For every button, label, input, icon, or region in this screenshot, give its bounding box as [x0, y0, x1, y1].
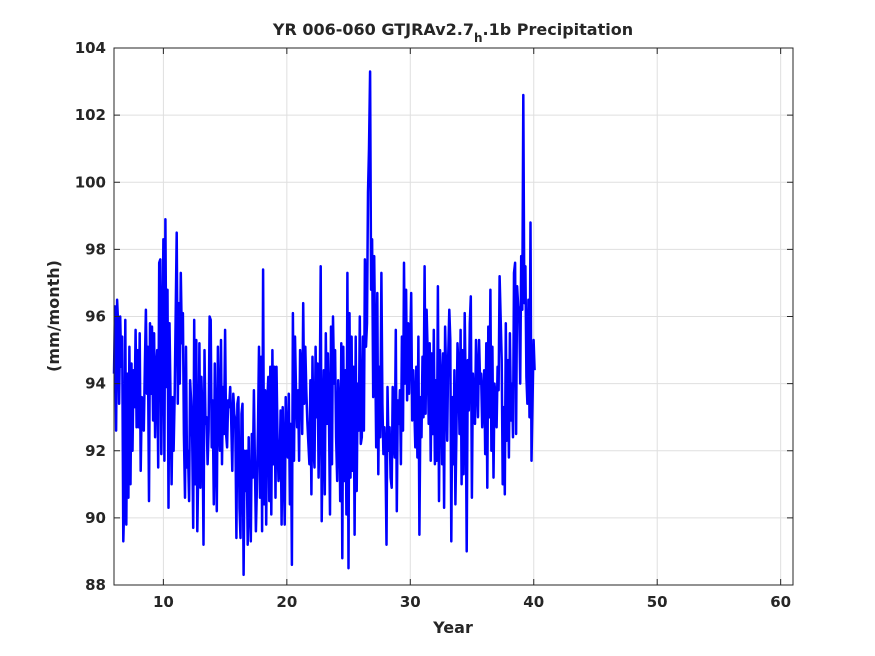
x-tick-label: 60: [770, 593, 791, 611]
chart-title: YR 006-060 GTJRAv2.7h.1b Precipitation: [272, 20, 633, 45]
x-tick-label: 10: [153, 593, 174, 611]
x-tick-label: 40: [523, 593, 544, 611]
x-tick-label: 50: [647, 593, 668, 611]
y-tick-label: 98: [85, 240, 106, 258]
y-axis-ticks: 88 90 92 94 96 98 100 102 104: [75, 39, 793, 594]
x-axis-label: Year: [432, 618, 473, 637]
series-line: [112, 70, 536, 577]
title-main: YR 006-060 GTJRAv2.7: [272, 20, 474, 39]
x-tick-label: 30: [400, 593, 421, 611]
grid-lines: [114, 47, 793, 586]
x-axis-ticks: 10 20 30 40 50 60: [153, 48, 791, 611]
y-tick-label: 88: [85, 576, 106, 594]
y-tick-label: 104: [75, 39, 106, 57]
x-tick-label: 20: [276, 593, 297, 611]
y-tick-label: 102: [75, 106, 106, 124]
title-subscript: h: [474, 31, 483, 45]
y-tick-label: 100: [75, 173, 106, 191]
y-tick-label: 92: [85, 442, 106, 460]
title-suffix: .1b Precipitation: [483, 20, 634, 39]
y-tick-label: 94: [85, 375, 106, 393]
y-tick-label: 96: [85, 308, 106, 326]
y-axis-label: (mm/month): [44, 260, 63, 372]
y-tick-label: 90: [85, 509, 106, 527]
